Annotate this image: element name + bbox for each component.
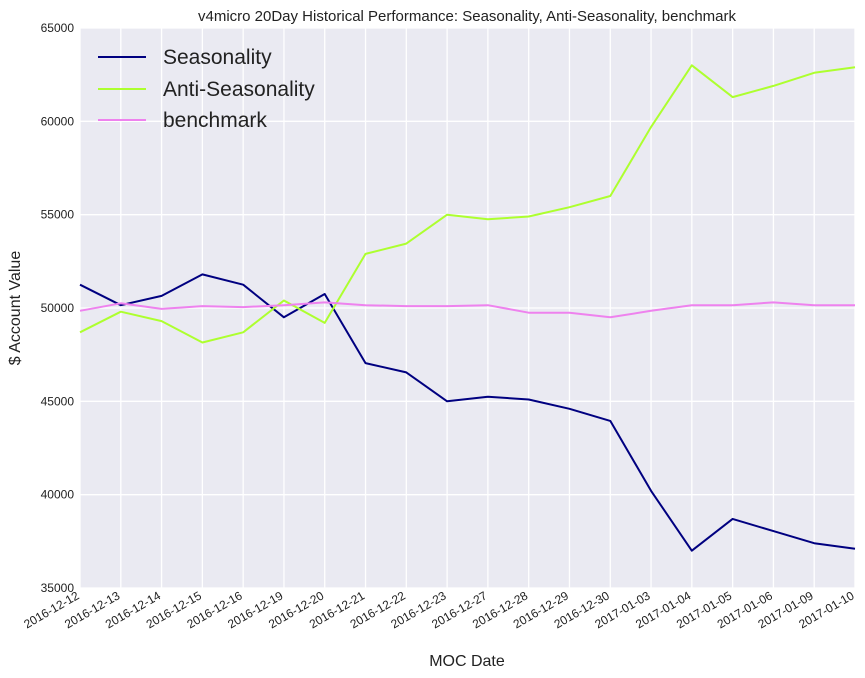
x-axis-label: MOC Date	[429, 653, 505, 670]
y-axis-label: $ Account Value	[7, 251, 24, 366]
y-tick-label: 35000	[41, 581, 75, 595]
series-line-seasonality	[79, 273, 856, 552]
y-tick-label: 50000	[41, 301, 75, 315]
y-tick-label: 65000	[41, 21, 75, 35]
legend-label-benchmark: benchmark	[163, 109, 267, 132]
y-tick-label: 40000	[41, 488, 75, 502]
chart-title: v4micro 20Day Historical Performance: Se…	[198, 8, 737, 25]
series-line-benchmark	[79, 301, 855, 319]
legend-label-seasonality: Seasonality	[163, 46, 272, 69]
series-lines	[79, 64, 856, 552]
y-tick-label: 60000	[41, 114, 75, 128]
legend: Seasonality Anti-Seasonality benchmark	[98, 46, 315, 132]
y-tick-label: 55000	[41, 208, 75, 222]
series-line-anti-seasonality	[79, 64, 856, 344]
legend-label-anti-seasonality: Anti-Seasonality	[163, 78, 315, 101]
x-tick-labels: 2016-12-122016-12-132016-12-142016-12-15…	[21, 588, 856, 631]
y-tick-labels: 35000 40000 45000 50000 55000 60000 65000	[41, 21, 75, 595]
y-tick-label: 45000	[41, 394, 75, 408]
